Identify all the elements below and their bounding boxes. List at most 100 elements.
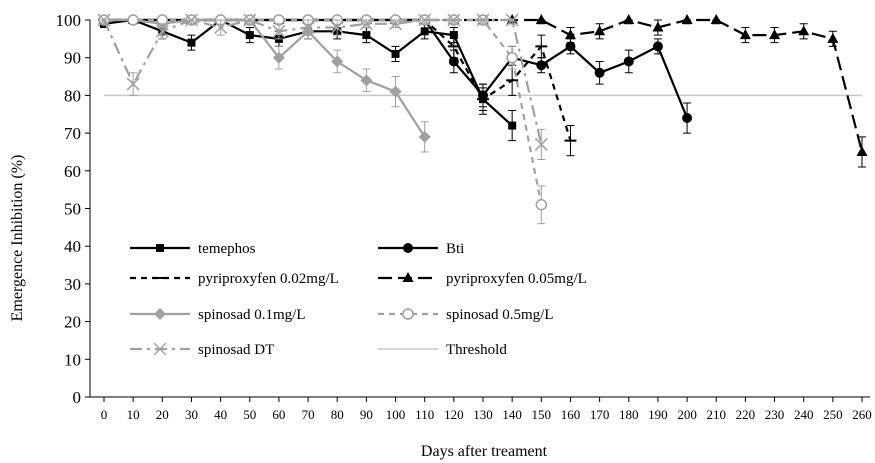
data-point — [564, 29, 576, 40]
x-tick-label: 120 — [444, 407, 464, 422]
data-point — [681, 14, 693, 24]
y-tick-label: 30 — [64, 275, 81, 294]
x-tick-label: 30 — [185, 407, 198, 422]
data-point — [534, 137, 548, 151]
data-point — [330, 21, 344, 35]
data-point — [623, 56, 634, 67]
x-axis-label: Days after treament — [421, 443, 548, 460]
legend-label: temephos — [198, 241, 256, 257]
data-point — [301, 21, 315, 35]
data-point — [154, 308, 166, 320]
data-point — [739, 29, 751, 40]
y-tick-label: 60 — [64, 162, 81, 181]
data-point — [798, 25, 810, 36]
y-tick-label: 10 — [64, 350, 81, 369]
data-point — [126, 77, 140, 91]
data-point — [448, 56, 459, 67]
data-point — [418, 130, 431, 143]
data-point — [418, 13, 432, 27]
x-tick-label: 110 — [415, 407, 434, 422]
data-point — [594, 25, 606, 36]
y-tick-label: 50 — [64, 200, 81, 219]
legend-item: spinosad 0.5mg/L — [378, 307, 554, 323]
x-tick-label: 250 — [823, 407, 843, 422]
data-point — [389, 17, 403, 31]
x-tick-label: 150 — [532, 407, 552, 422]
data-point — [272, 24, 286, 38]
legend: temephos Bti pyriproxyfen 0.02mg/L pyriprox… — [130, 241, 587, 358]
legend-item: pyriproxyfen 0.05mg/L — [378, 271, 587, 287]
legend-label: spinosad DT — [198, 342, 274, 358]
x-tick-label: 200 — [677, 407, 697, 422]
legend-label: spinosad 0.1mg/L — [198, 307, 306, 323]
legend-item: temephos — [130, 241, 256, 257]
data-point — [827, 32, 839, 43]
data-point — [447, 13, 461, 27]
y-tick-label: 20 — [64, 313, 81, 332]
data-point — [402, 272, 414, 282]
x-tick-label: 230 — [765, 407, 785, 422]
legend-label: spinosad 0.5mg/L — [446, 307, 554, 323]
x-tick-label: 210 — [706, 407, 726, 422]
x-tick-label: 130 — [473, 407, 493, 422]
data-point — [536, 60, 547, 71]
legend-item: Threshold — [378, 342, 507, 358]
x-tick-label: 170 — [590, 407, 610, 422]
data-point — [153, 342, 167, 356]
x-tick-label: 160 — [561, 407, 581, 422]
series-line — [104, 18, 426, 138]
legend-item: Bti — [378, 241, 464, 257]
x-tick-label: 190 — [648, 407, 668, 422]
data-point — [710, 14, 722, 24]
data-point — [565, 41, 576, 52]
data-point — [97, 13, 111, 27]
x-tick-label: 40 — [214, 407, 227, 422]
x-tick-label: 220 — [736, 407, 756, 422]
data-point — [331, 55, 344, 68]
data-point — [359, 17, 373, 31]
data-point — [245, 31, 254, 40]
data-point — [155, 24, 169, 38]
data-point — [505, 13, 519, 27]
series-spinosad-0-1mg-l — [98, 14, 431, 153]
x-tick-label: 100 — [386, 407, 406, 422]
x-tick-label: 60 — [272, 407, 285, 422]
x-tick-label: 90 — [360, 407, 373, 422]
x-tick-label: 240 — [794, 407, 814, 422]
data-point — [360, 74, 373, 87]
legend-label: pyriproxyfen 0.02mg/L — [198, 271, 339, 287]
data-point — [127, 14, 139, 26]
legend-label: Threshold — [446, 342, 507, 358]
y-axis-label: Emergence Inhibition (%) — [9, 155, 26, 322]
legend-item: spinosad DT — [130, 342, 274, 358]
x-tick-label: 20 — [156, 407, 169, 422]
x-tick-label: 70 — [302, 407, 315, 422]
y-tick-label: 70 — [64, 124, 81, 143]
data-point — [652, 41, 663, 52]
data-point — [243, 13, 257, 27]
data-point — [856, 145, 868, 156]
data-point — [652, 21, 664, 32]
series-layer — [97, 13, 868, 225]
data-point — [476, 13, 490, 27]
series-spinosad-dt — [97, 13, 548, 160]
y-tick-label: 80 — [64, 86, 81, 105]
x-tick-label: 0 — [101, 407, 108, 422]
data-point — [623, 14, 635, 24]
data-point — [769, 29, 781, 40]
data-point — [403, 243, 413, 253]
data-point — [535, 198, 548, 211]
data-point — [272, 51, 285, 64]
y-tick-label: 40 — [64, 237, 81, 256]
series-pyriproxyfen-0-02mg-l — [98, 18, 577, 157]
legend-item: spinosad 0.1mg/L — [130, 307, 306, 323]
data-point — [682, 113, 693, 124]
data-point — [535, 14, 547, 24]
y-tick-label: 90 — [64, 49, 81, 68]
data-point — [156, 244, 164, 252]
y-tick-label: 0 — [73, 388, 82, 407]
data-point — [420, 27, 429, 36]
data-point — [389, 85, 402, 98]
axes: 0 10 20 30 40 50 60 70 80 90 100 0 10 20 30 40 50 60 70 80 9… — [56, 11, 872, 422]
